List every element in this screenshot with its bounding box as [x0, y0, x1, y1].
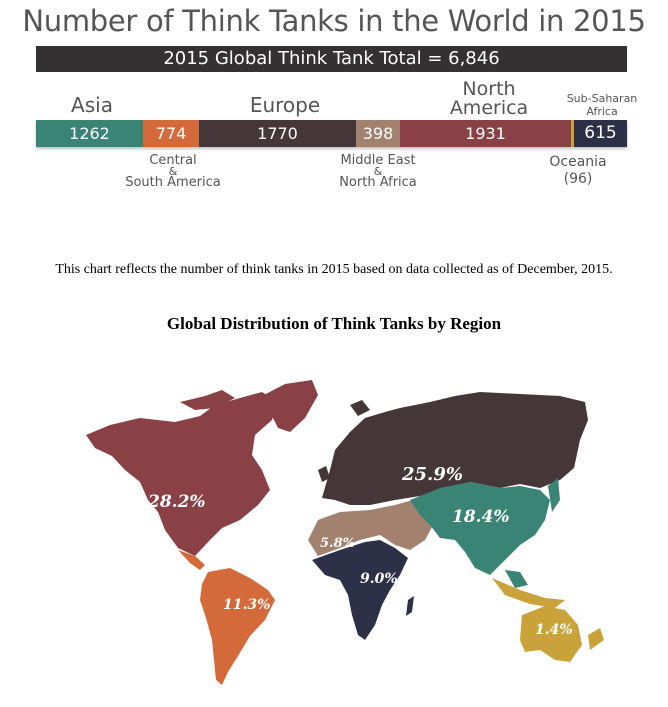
region-europe	[318, 392, 588, 505]
chart-note: This chart reflects the number of think …	[55, 262, 613, 277]
pct-north-america: 28.2%	[147, 492, 206, 512]
segment-sub-saharan-africa: 615	[574, 120, 627, 147]
region-north-america	[86, 380, 318, 556]
pct-europe: 25.9%	[401, 464, 463, 485]
label-oceania-line2: (96)	[563, 171, 593, 187]
label-central-south-america: Central & South America	[120, 154, 226, 189]
pct-oceania: 1.4%	[535, 622, 573, 638]
label-oceania-line1: Oceania	[549, 154, 607, 170]
label-asia: Asia	[71, 93, 113, 117]
label-north-america: North America	[444, 80, 534, 118]
pct-mena: 5.8%	[320, 536, 355, 551]
label-oceania: Oceania (96)	[547, 154, 609, 188]
segment-europe: 1770	[199, 120, 356, 147]
label-csa-line2: &	[168, 165, 178, 178]
label-mena-line1: Middle East	[340, 153, 416, 168]
chart-title: Number of Think Tanks in the World in 20…	[22, 4, 646, 38]
label-north-america-line1: North	[462, 78, 516, 100]
label-csa-line3: South America	[125, 175, 221, 190]
label-europe: Europe	[249, 93, 321, 117]
segment-asia: 1262	[36, 120, 143, 147]
label-mena-line2: &	[373, 165, 383, 178]
label-ssa-line2: Africa	[586, 105, 618, 118]
region-mena	[308, 498, 440, 556]
label-mena-line3: North Africa	[339, 175, 417, 190]
world-map: 28.2% 25.9% 18.4% 5.8% 9.0% 11.3% 1.4%	[86, 380, 604, 685]
map-title: Global Distribution of Think Tanks by Re…	[166, 314, 502, 333]
segment-central-south-america: 774	[143, 120, 199, 147]
label-mena: Middle East & North Africa	[328, 154, 428, 189]
region-central-south-america	[178, 550, 275, 685]
segment-mena: 398	[356, 120, 400, 147]
label-north-america-line2: America	[449, 97, 529, 119]
pct-csa: 11.3%	[223, 597, 270, 613]
pct-ssa: 9.0%	[360, 571, 398, 587]
label-ssa-line1: Sub-Saharan	[566, 92, 638, 105]
region-oceania	[492, 578, 604, 662]
pct-asia: 18.4%	[452, 507, 510, 527]
stacked-bar: 1262 774 1770 398 1931 615	[36, 120, 627, 147]
region-sub-saharan-africa	[312, 540, 414, 640]
label-csa-line1: Central	[149, 153, 197, 168]
label-sub-saharan-africa: Sub-Saharan Africa	[562, 92, 642, 118]
region-asia	[410, 478, 560, 588]
segment-oceania	[571, 120, 574, 147]
total-banner: 2015 Global Think Tank Total = 6,846	[36, 46, 627, 72]
segment-north-america: 1931	[400, 120, 571, 147]
